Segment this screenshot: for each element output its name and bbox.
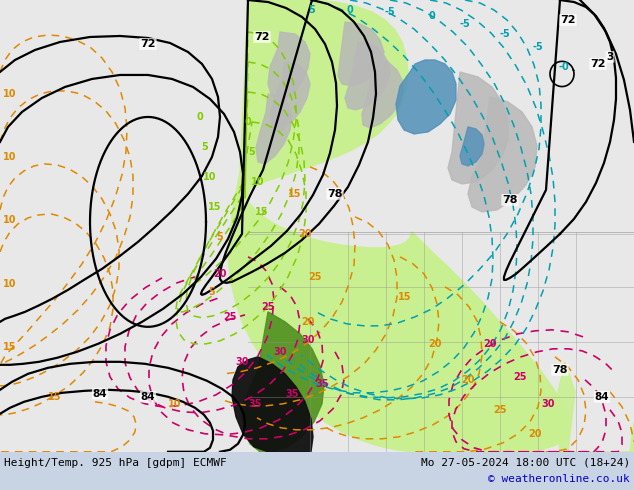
Text: 15: 15 (288, 189, 302, 199)
Text: 5: 5 (202, 142, 209, 152)
Polygon shape (228, 0, 570, 452)
Text: 35: 35 (315, 379, 329, 389)
Text: -5: -5 (533, 42, 543, 52)
Text: 78: 78 (502, 195, 518, 205)
Text: 20: 20 (483, 339, 497, 349)
Text: 0: 0 (347, 5, 353, 15)
Text: 10: 10 (3, 279, 16, 289)
Text: 72: 72 (254, 32, 269, 42)
Polygon shape (0, 452, 634, 490)
Text: 30: 30 (541, 399, 555, 409)
Text: 20: 20 (428, 339, 442, 349)
Polygon shape (268, 32, 310, 102)
Polygon shape (242, 312, 324, 452)
Text: 25: 25 (493, 405, 507, 415)
Text: 5: 5 (209, 287, 216, 297)
Text: 25: 25 (223, 312, 236, 322)
Polygon shape (256, 94, 292, 164)
Text: -0: -0 (559, 62, 569, 72)
Text: 15: 15 (3, 342, 16, 352)
Text: Height/Temp. 925 hPa [gdpm] ECMWF: Height/Temp. 925 hPa [gdpm] ECMWF (4, 458, 227, 468)
Text: -5: -5 (500, 29, 510, 39)
Text: 78: 78 (552, 365, 568, 375)
Polygon shape (448, 72, 508, 184)
Text: 5: 5 (217, 232, 223, 242)
Text: 5: 5 (309, 5, 315, 15)
Text: 84: 84 (93, 389, 107, 399)
Text: 20: 20 (298, 229, 312, 239)
Text: Mo 27-05-2024 18:00 UTC (18+24): Mo 27-05-2024 18:00 UTC (18+24) (421, 458, 630, 468)
Polygon shape (396, 60, 456, 134)
Text: 15: 15 (398, 292, 411, 302)
Text: 72: 72 (560, 15, 576, 25)
Polygon shape (338, 22, 384, 86)
Text: 35: 35 (249, 399, 262, 409)
Text: 15: 15 (256, 207, 269, 217)
Text: -5: -5 (460, 19, 470, 29)
Text: 0: 0 (197, 112, 204, 122)
Text: 20: 20 (301, 317, 314, 327)
Text: 0: 0 (245, 117, 251, 127)
Text: 10: 10 (3, 152, 16, 162)
Text: 20: 20 (528, 429, 541, 439)
Text: 5: 5 (249, 147, 256, 157)
Polygon shape (345, 42, 390, 110)
Polygon shape (270, 62, 310, 132)
Text: 10: 10 (3, 215, 16, 225)
Text: 10: 10 (204, 172, 217, 182)
Text: 25: 25 (261, 302, 275, 312)
Polygon shape (232, 357, 313, 452)
Text: -5: -5 (385, 7, 396, 17)
Polygon shape (0, 0, 634, 452)
Text: 25: 25 (308, 272, 321, 282)
Text: 30: 30 (235, 357, 249, 367)
Text: 72: 72 (140, 39, 156, 49)
Polygon shape (460, 127, 484, 166)
Text: 84: 84 (595, 392, 609, 402)
Text: 30: 30 (301, 335, 314, 345)
Text: 15: 15 (208, 202, 222, 212)
Text: 84: 84 (141, 392, 155, 402)
Text: 0: 0 (429, 11, 436, 21)
Text: 3: 3 (606, 52, 614, 62)
Text: 15: 15 (48, 392, 61, 402)
Text: 30: 30 (273, 347, 287, 357)
Text: 20: 20 (213, 269, 227, 279)
Text: 10: 10 (251, 177, 265, 187)
Text: 25: 25 (514, 372, 527, 382)
Text: 10: 10 (168, 399, 182, 409)
Text: 78: 78 (327, 189, 343, 199)
Text: 72: 72 (590, 59, 605, 69)
Polygon shape (556, 362, 634, 452)
Text: © weatheronline.co.uk: © weatheronline.co.uk (488, 474, 630, 484)
Polygon shape (362, 60, 403, 128)
Text: 35: 35 (285, 389, 299, 399)
Text: 20: 20 (462, 375, 475, 385)
Polygon shape (468, 97, 537, 212)
Text: 10: 10 (3, 89, 16, 99)
